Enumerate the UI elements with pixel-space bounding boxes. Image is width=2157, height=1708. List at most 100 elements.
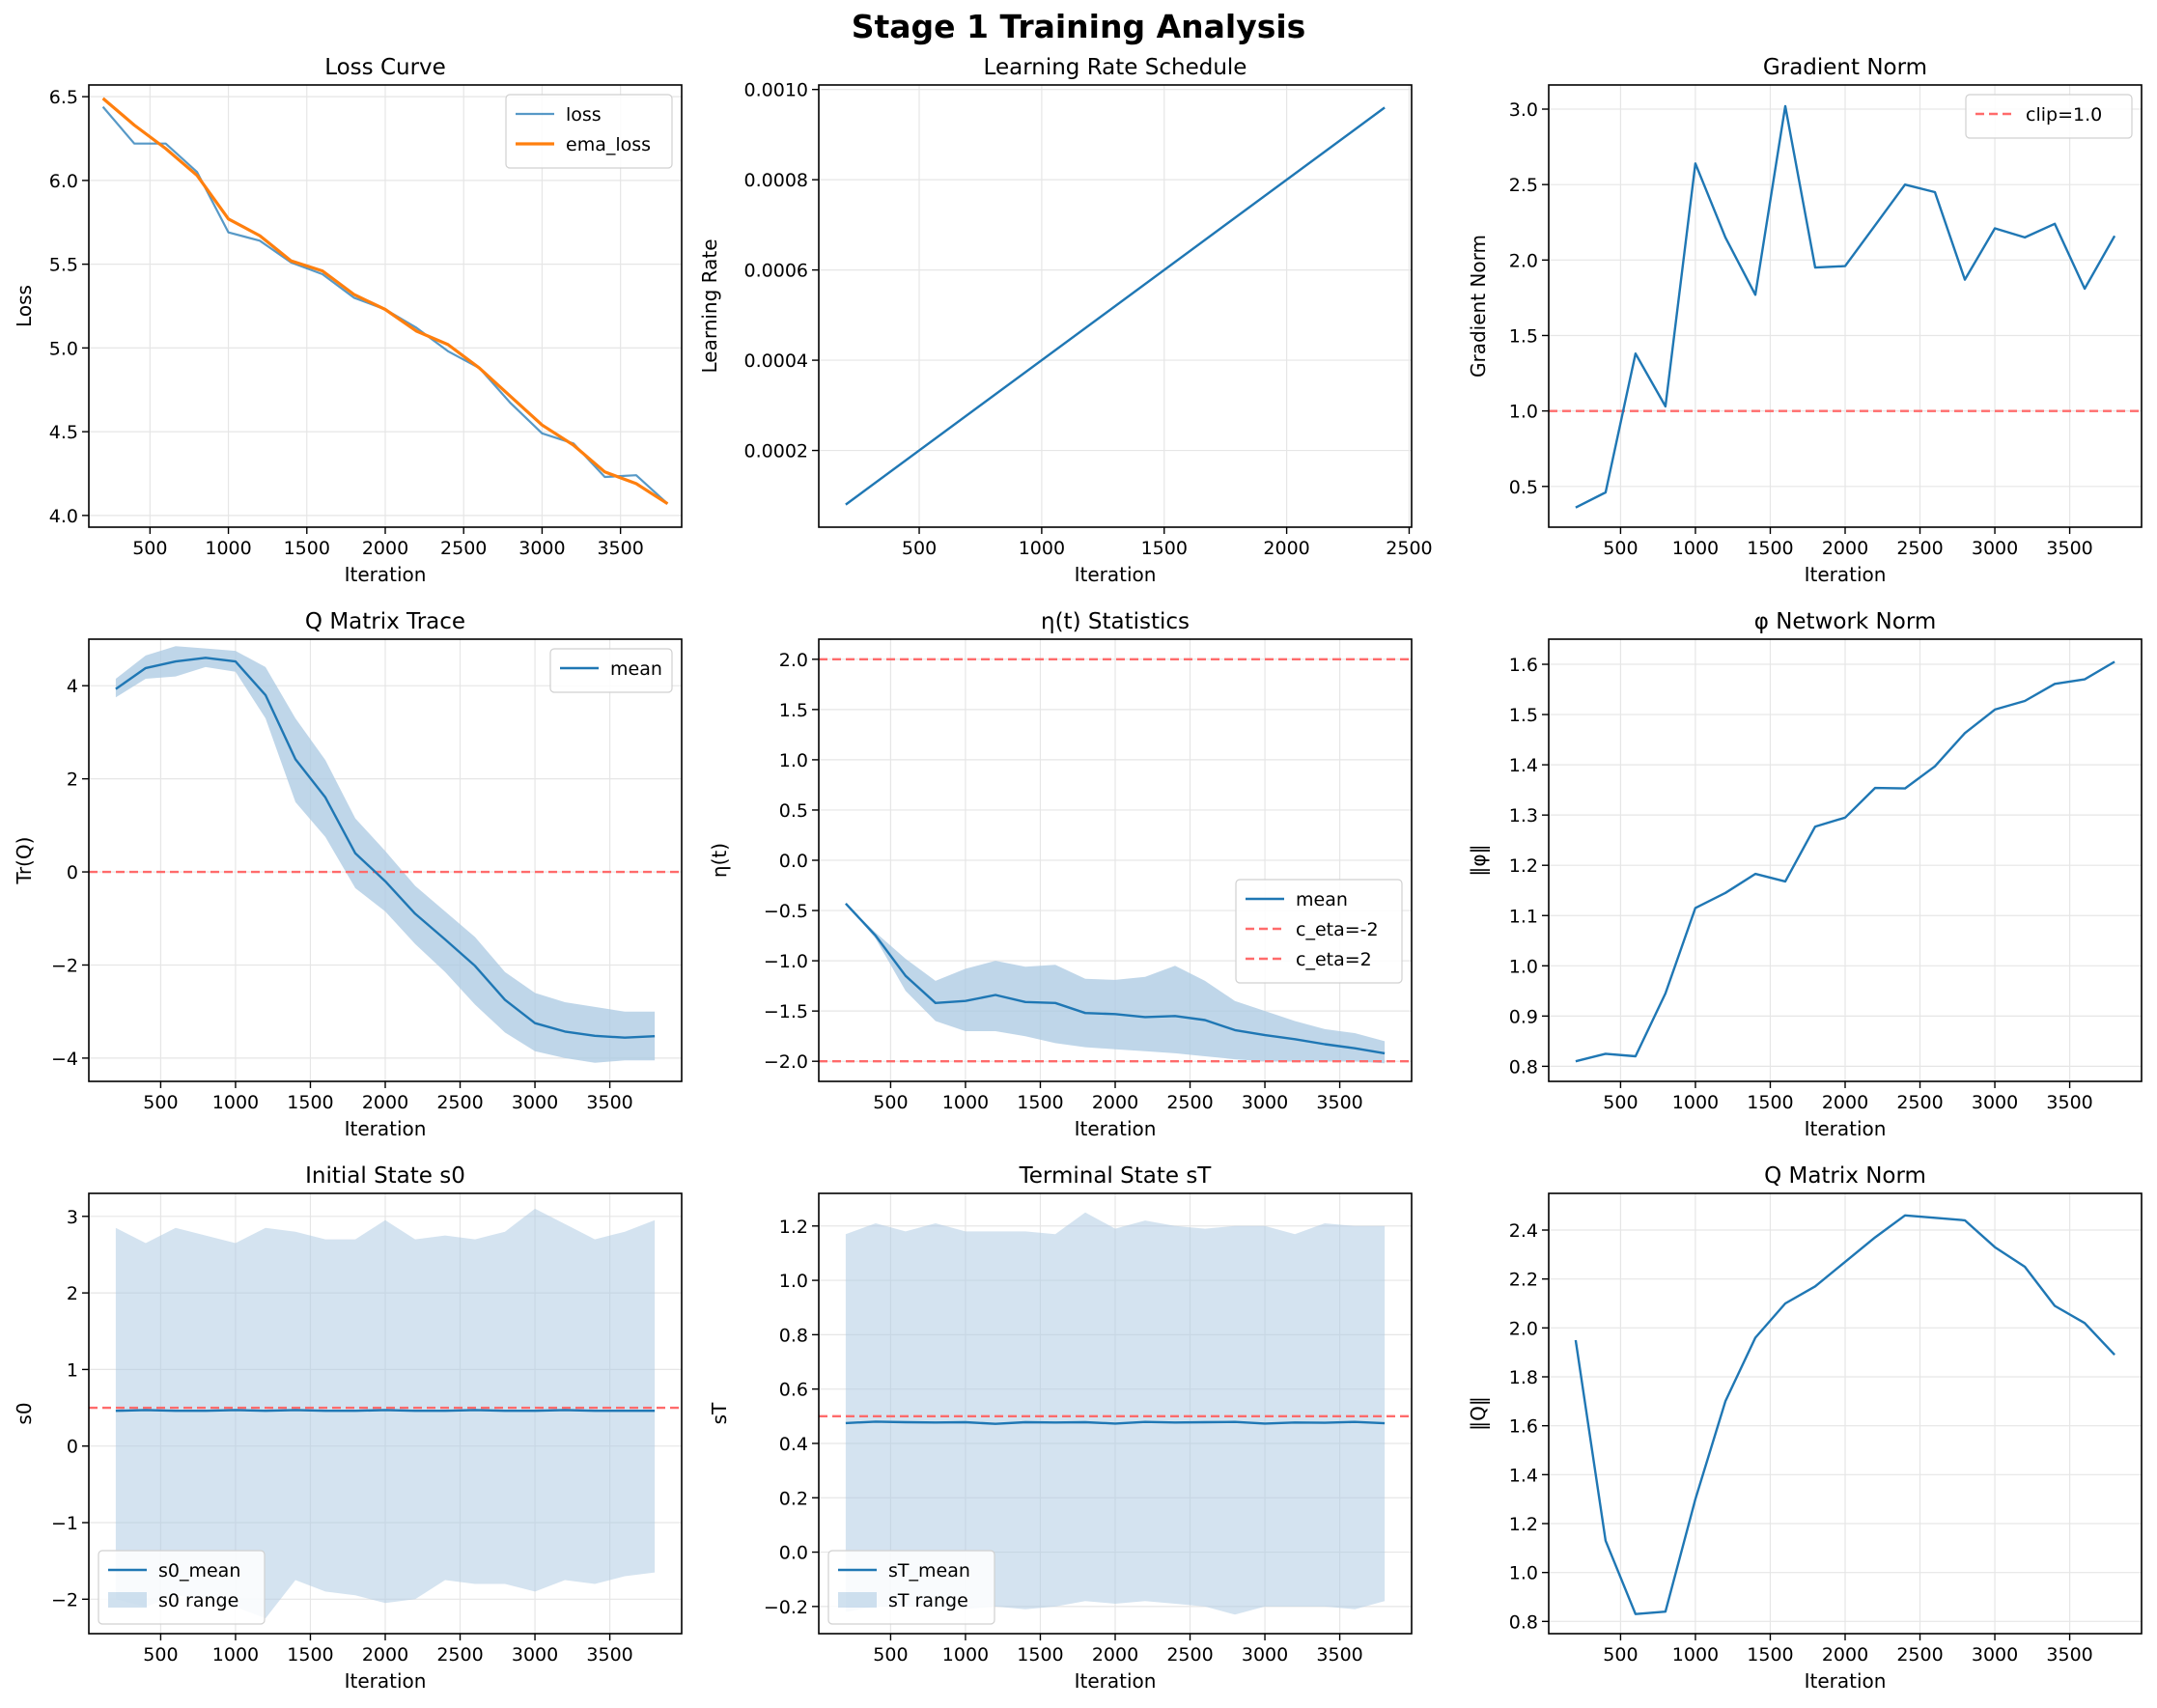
legend-label: sT_mean xyxy=(888,1560,970,1582)
x-tick-label: 3000 xyxy=(1972,1644,2018,1666)
y-tick-label: 0.0006 xyxy=(744,261,808,282)
x-axis-label: Iteration xyxy=(345,1669,427,1693)
x-axis-label: Iteration xyxy=(1805,563,1887,586)
x-tick-label: 2500 xyxy=(1166,1092,1213,1113)
y-tick-label: 0.6 xyxy=(779,1380,808,1401)
x-tick-label: 1500 xyxy=(1747,1092,1793,1113)
subplot-title: η(t) Statistics xyxy=(1041,609,1190,634)
y-tick-label: 1.5 xyxy=(1509,705,1538,726)
y-tick-label: 2.0 xyxy=(1509,250,1538,271)
legend-label: s0_mean xyxy=(158,1560,240,1582)
x-tick-label: 1000 xyxy=(1672,1644,1719,1666)
y-tick-label: 1.1 xyxy=(1509,906,1538,927)
subplot-title: Initial State s0 xyxy=(305,1163,465,1189)
x-axis-label: Iteration xyxy=(1075,1117,1157,1140)
y-tick-label: 4.5 xyxy=(49,422,78,443)
legend-label: c_eta=-2 xyxy=(1296,919,1379,940)
legend-swatch xyxy=(838,1592,877,1608)
y-tick-label: 1.2 xyxy=(1509,1514,1538,1535)
x-tick-label: 3000 xyxy=(512,1092,558,1113)
series-line xyxy=(845,902,1386,1055)
x-tick-label: 2000 xyxy=(1092,1092,1138,1113)
legend: mean xyxy=(549,648,673,693)
x-tick-label: 500 xyxy=(902,538,937,559)
x-tick-label: 2000 xyxy=(1822,538,1868,559)
range-band xyxy=(115,1208,656,1619)
x-tick-label: 3500 xyxy=(2046,538,2092,559)
x-tick-label: 2000 xyxy=(1263,538,1309,559)
x-tick-label: 1500 xyxy=(1017,1092,1063,1113)
x-tick-label: 3500 xyxy=(597,538,643,559)
y-tick-label: 6.0 xyxy=(49,171,78,192)
y-axis-label: Loss xyxy=(13,285,36,327)
y-tick-label: 0.0008 xyxy=(744,170,808,191)
y-tick-label: 0.8 xyxy=(1509,1611,1538,1633)
y-tick-label: 0.0004 xyxy=(744,350,808,372)
x-tick-label: 2000 xyxy=(1822,1644,1868,1666)
x-axis-label: Iteration xyxy=(1805,1117,1887,1140)
y-tick-label: 2 xyxy=(67,1283,78,1304)
x-tick-label: 1000 xyxy=(212,1644,259,1666)
y-tick-label: 1.2 xyxy=(779,1217,808,1238)
range-band xyxy=(845,1212,1386,1615)
x-tick-label: 500 xyxy=(143,1092,178,1113)
legend: mean c_eta=-2 c_eta=2 xyxy=(1235,879,1403,984)
subplot-sT: 500 1000 1500 2000 2500 3000 3500 −0.2 0.0 0.2 0.4… xyxy=(708,1163,1413,1693)
series-line xyxy=(845,1420,1386,1425)
y-tick-label: −0.5 xyxy=(764,901,808,922)
y-tick-label: −2 xyxy=(51,955,78,976)
legend: sT_mean sT range xyxy=(827,1550,995,1625)
y-tick-label: −2.0 xyxy=(764,1051,808,1073)
x-tick-label: 3000 xyxy=(518,538,565,559)
x-tick-label: 2500 xyxy=(1896,1644,1943,1666)
subplot-phinorm: 500 1000 1500 2000 2500 3000 3500 0.8 0.9 1.0 1.1 1… xyxy=(1467,609,2143,1140)
legend-label: c_eta=2 xyxy=(1296,949,1372,970)
x-tick-label: 500 xyxy=(132,538,167,559)
y-tick-label: 0.4 xyxy=(779,1434,808,1455)
series-line xyxy=(845,106,1386,506)
y-tick-label: 4.0 xyxy=(49,506,78,527)
y-tick-label: 0.0 xyxy=(779,1543,808,1564)
x-tick-label: 500 xyxy=(1603,1644,1638,1666)
y-tick-label: 5.0 xyxy=(49,338,78,359)
axes-frame xyxy=(818,84,1413,528)
y-tick-label: −4 xyxy=(51,1049,78,1070)
series-line xyxy=(115,657,656,1039)
x-tick-label: 2500 xyxy=(1166,1644,1213,1666)
x-axis-label: Iteration xyxy=(1075,1669,1157,1693)
y-tick-label: −1.5 xyxy=(764,1001,808,1022)
x-tick-label: 500 xyxy=(1603,538,1638,559)
legend: clip=1.0 xyxy=(1965,94,2133,139)
x-tick-label: 500 xyxy=(873,1644,908,1666)
series-line xyxy=(1575,104,2116,509)
x-axis-label: Iteration xyxy=(345,563,427,586)
y-tick-label: 1.0 xyxy=(1509,402,1538,423)
x-tick-label: 2500 xyxy=(440,538,487,559)
y-tick-label: 1.5 xyxy=(779,700,808,721)
subplot-gradnorm: 500 1000 1500 2000 2500 3000 3500 0.5 1.0 1.5 2.0 2… xyxy=(1467,55,2143,586)
subplot-qnorm: 500 1000 1500 2000 2500 3000 3500 0.8 1.0 1.2 1.4 1… xyxy=(1467,1163,2143,1693)
y-tick-label: −0.2 xyxy=(764,1597,808,1618)
x-tick-label: 1000 xyxy=(212,1092,259,1113)
y-tick-label: −1 xyxy=(51,1513,78,1534)
legend-frame xyxy=(549,648,673,693)
y-tick-label: 0.2 xyxy=(779,1488,808,1509)
legend: loss ema_loss xyxy=(505,94,673,169)
y-axis-label: Tr(Q) xyxy=(13,837,36,885)
y-tick-label: 1.8 xyxy=(1509,1367,1538,1388)
y-tick-label: 3 xyxy=(67,1207,78,1228)
x-tick-label: 500 xyxy=(143,1644,178,1666)
y-tick-label: 1.6 xyxy=(1509,1416,1538,1438)
y-tick-label: 0 xyxy=(67,1437,78,1458)
x-tick-label: 2500 xyxy=(1386,538,1432,559)
x-tick-label: 2000 xyxy=(362,1644,408,1666)
x-tick-label: 2500 xyxy=(436,1092,483,1113)
legend-frame xyxy=(1965,94,2133,139)
series-line xyxy=(115,1409,656,1413)
legend-label: clip=1.0 xyxy=(2026,104,2102,126)
y-tick-label: 6.5 xyxy=(49,87,78,108)
x-tick-label: 1000 xyxy=(942,1092,989,1113)
x-tick-label: 3000 xyxy=(1242,1644,1288,1666)
y-tick-label: 0.8 xyxy=(779,1325,808,1346)
